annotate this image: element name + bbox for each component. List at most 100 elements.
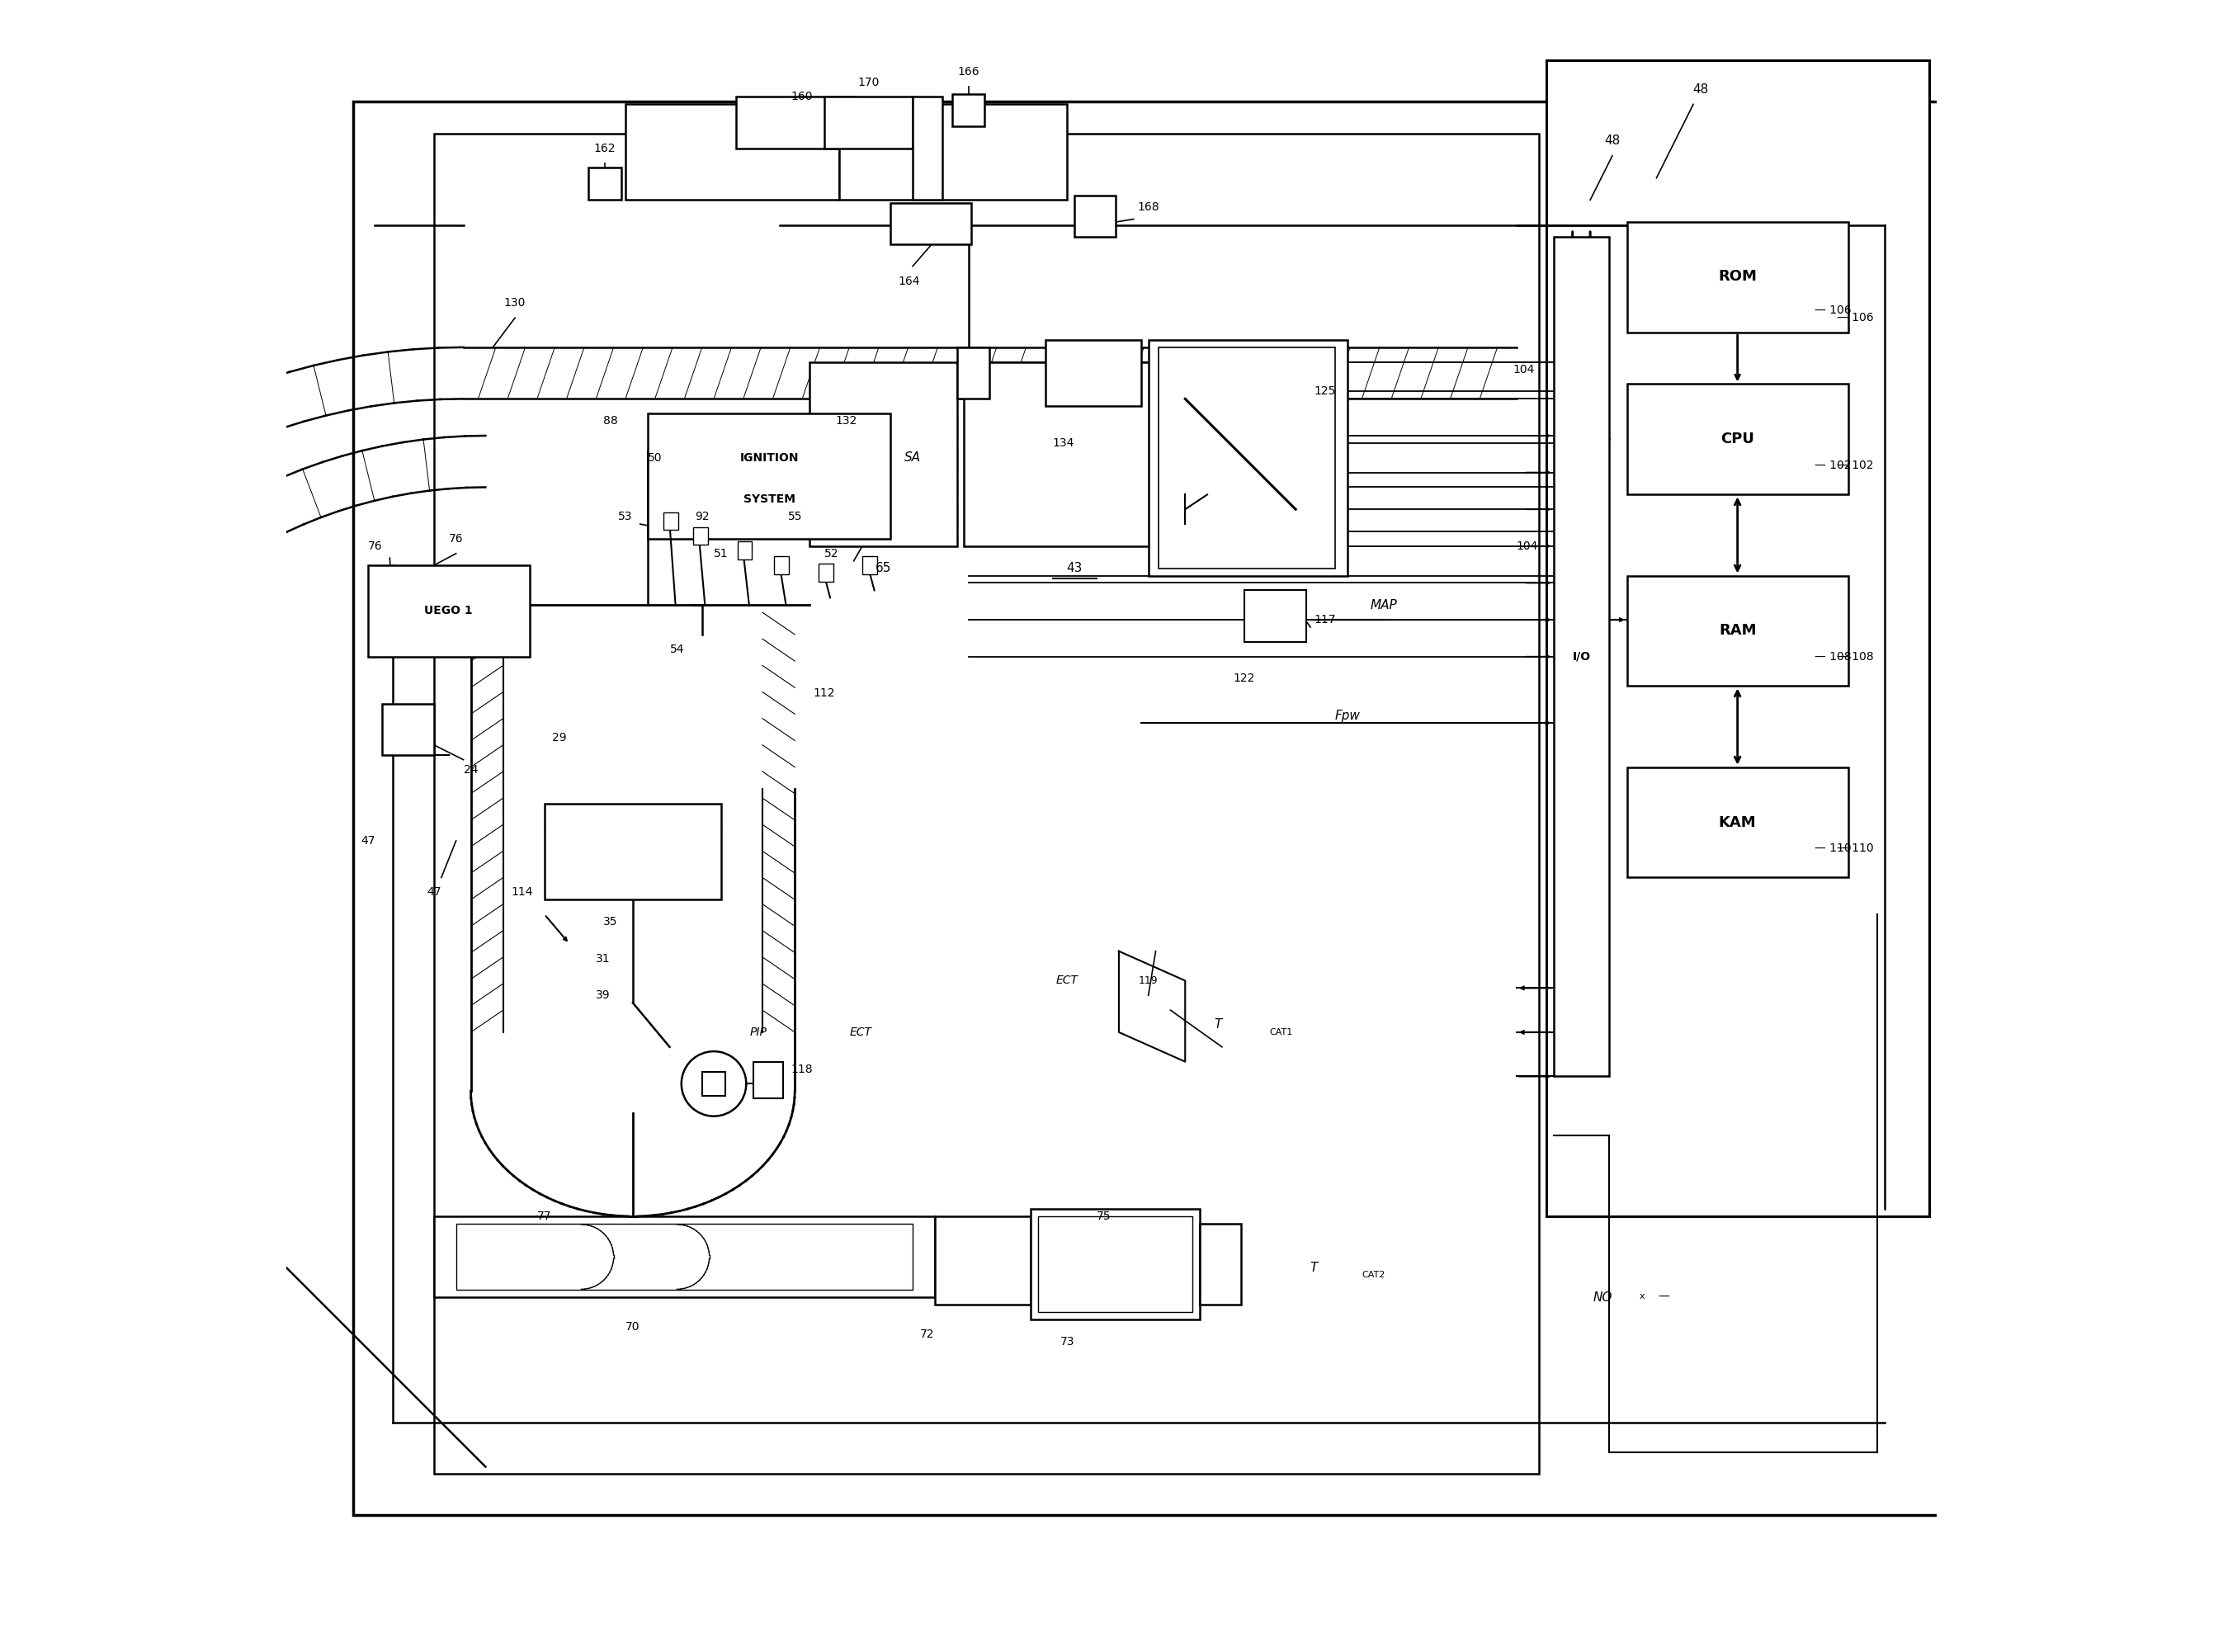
Bar: [545, 805, 720, 900]
Bar: [736, 97, 854, 149]
Text: 160: 160: [791, 91, 814, 102]
Text: 51: 51: [714, 548, 729, 560]
Text: 168: 168: [1138, 202, 1160, 213]
Text: CAT1: CAT1: [1269, 1028, 1292, 1036]
Text: 104: 104: [1514, 363, 1534, 375]
Text: PIP: PIP: [749, 1026, 767, 1037]
Bar: [754, 1062, 782, 1099]
Bar: [891, 203, 971, 244]
Text: 47: 47: [427, 887, 440, 899]
Text: 39: 39: [596, 990, 611, 1001]
Bar: [694, 527, 707, 545]
Text: 54: 54: [669, 644, 685, 656]
Text: 65: 65: [876, 562, 891, 575]
Text: KAM: KAM: [1718, 814, 1756, 829]
Bar: [433, 134, 1538, 1474]
Text: 43: 43: [1067, 562, 1083, 575]
Text: 125: 125: [1314, 385, 1336, 396]
Text: — 108: — 108: [1836, 651, 1874, 662]
Text: 75: 75: [1096, 1211, 1112, 1222]
Bar: [665, 512, 678, 530]
Text: ECT: ECT: [849, 1026, 871, 1037]
Text: — 108: — 108: [1814, 651, 1852, 662]
Bar: [647, 413, 891, 539]
Bar: [456, 1224, 914, 1290]
Text: SA: SA: [905, 451, 920, 464]
Bar: [702, 1072, 725, 1095]
Bar: [382, 704, 433, 755]
Bar: [965, 362, 1192, 547]
Bar: [914, 97, 943, 200]
Bar: [1149, 340, 1347, 575]
Text: —: —: [1658, 1292, 1669, 1303]
Text: 47: 47: [360, 834, 376, 846]
Text: Fpw: Fpw: [1334, 709, 1360, 722]
Bar: [934, 1216, 1031, 1305]
Text: 117: 117: [1314, 615, 1336, 626]
Text: T: T: [1214, 1019, 1223, 1031]
Bar: [367, 565, 529, 656]
Bar: [1627, 575, 1847, 686]
Text: 31: 31: [596, 953, 611, 965]
Text: 48: 48: [1605, 135, 1621, 147]
Bar: [956, 347, 989, 398]
Text: 52: 52: [825, 548, 838, 560]
Text: 166: 166: [958, 66, 980, 78]
Text: CPU: CPU: [1721, 431, 1754, 446]
Text: 162: 162: [594, 142, 616, 154]
Text: ECT: ECT: [1056, 975, 1078, 986]
Text: CAT2: CAT2: [1363, 1270, 1385, 1279]
Text: 134: 134: [1051, 438, 1074, 449]
Text: — 110: — 110: [1814, 843, 1852, 854]
Bar: [1627, 221, 1847, 332]
Text: — 110: — 110: [1836, 843, 1874, 854]
Text: — 102: — 102: [1836, 459, 1874, 471]
Text: 73: 73: [1060, 1336, 1074, 1348]
Text: 104: 104: [1516, 540, 1538, 552]
Bar: [1627, 767, 1847, 877]
Bar: [1158, 347, 1336, 568]
Bar: [809, 362, 956, 547]
Bar: [433, 1216, 934, 1297]
Text: x: x: [1638, 1292, 1645, 1300]
Text: — 106: — 106: [1814, 304, 1852, 316]
Bar: [838, 104, 1067, 200]
Text: 70: 70: [625, 1322, 640, 1333]
Text: — 102: — 102: [1814, 459, 1852, 471]
Bar: [774, 557, 789, 575]
Text: 119: 119: [1138, 975, 1158, 986]
Bar: [1038, 1216, 1192, 1312]
Bar: [589, 167, 620, 200]
Bar: [825, 97, 914, 149]
Bar: [353, 101, 1943, 1515]
Text: 92: 92: [696, 510, 709, 522]
Text: 76: 76: [449, 534, 462, 545]
Text: 72: 72: [920, 1328, 934, 1340]
Text: ROM: ROM: [1718, 269, 1756, 284]
Text: 118: 118: [791, 1064, 814, 1075]
Text: I/O: I/O: [1572, 651, 1589, 662]
Bar: [1554, 236, 1609, 1077]
Text: RAM: RAM: [1718, 623, 1756, 638]
Bar: [863, 557, 878, 575]
Bar: [1627, 385, 1847, 494]
Bar: [738, 542, 751, 560]
Text: 35: 35: [602, 915, 618, 927]
Text: 48: 48: [1692, 83, 1709, 96]
Text: — 106: — 106: [1836, 312, 1874, 324]
Bar: [951, 94, 985, 126]
Text: 77: 77: [538, 1211, 551, 1222]
Bar: [818, 563, 834, 582]
Bar: [1045, 340, 1140, 406]
Bar: [625, 104, 838, 200]
Text: SYSTEM: SYSTEM: [745, 494, 796, 506]
Text: NO: NO: [1594, 1292, 1612, 1303]
Text: 76: 76: [367, 540, 382, 552]
Text: 164: 164: [898, 276, 920, 287]
Text: 132: 132: [836, 415, 858, 426]
Text: 170: 170: [858, 76, 880, 88]
Text: T: T: [1309, 1262, 1318, 1274]
Text: 88: 88: [602, 415, 618, 426]
Bar: [1200, 1224, 1240, 1305]
Text: 29: 29: [551, 732, 567, 743]
